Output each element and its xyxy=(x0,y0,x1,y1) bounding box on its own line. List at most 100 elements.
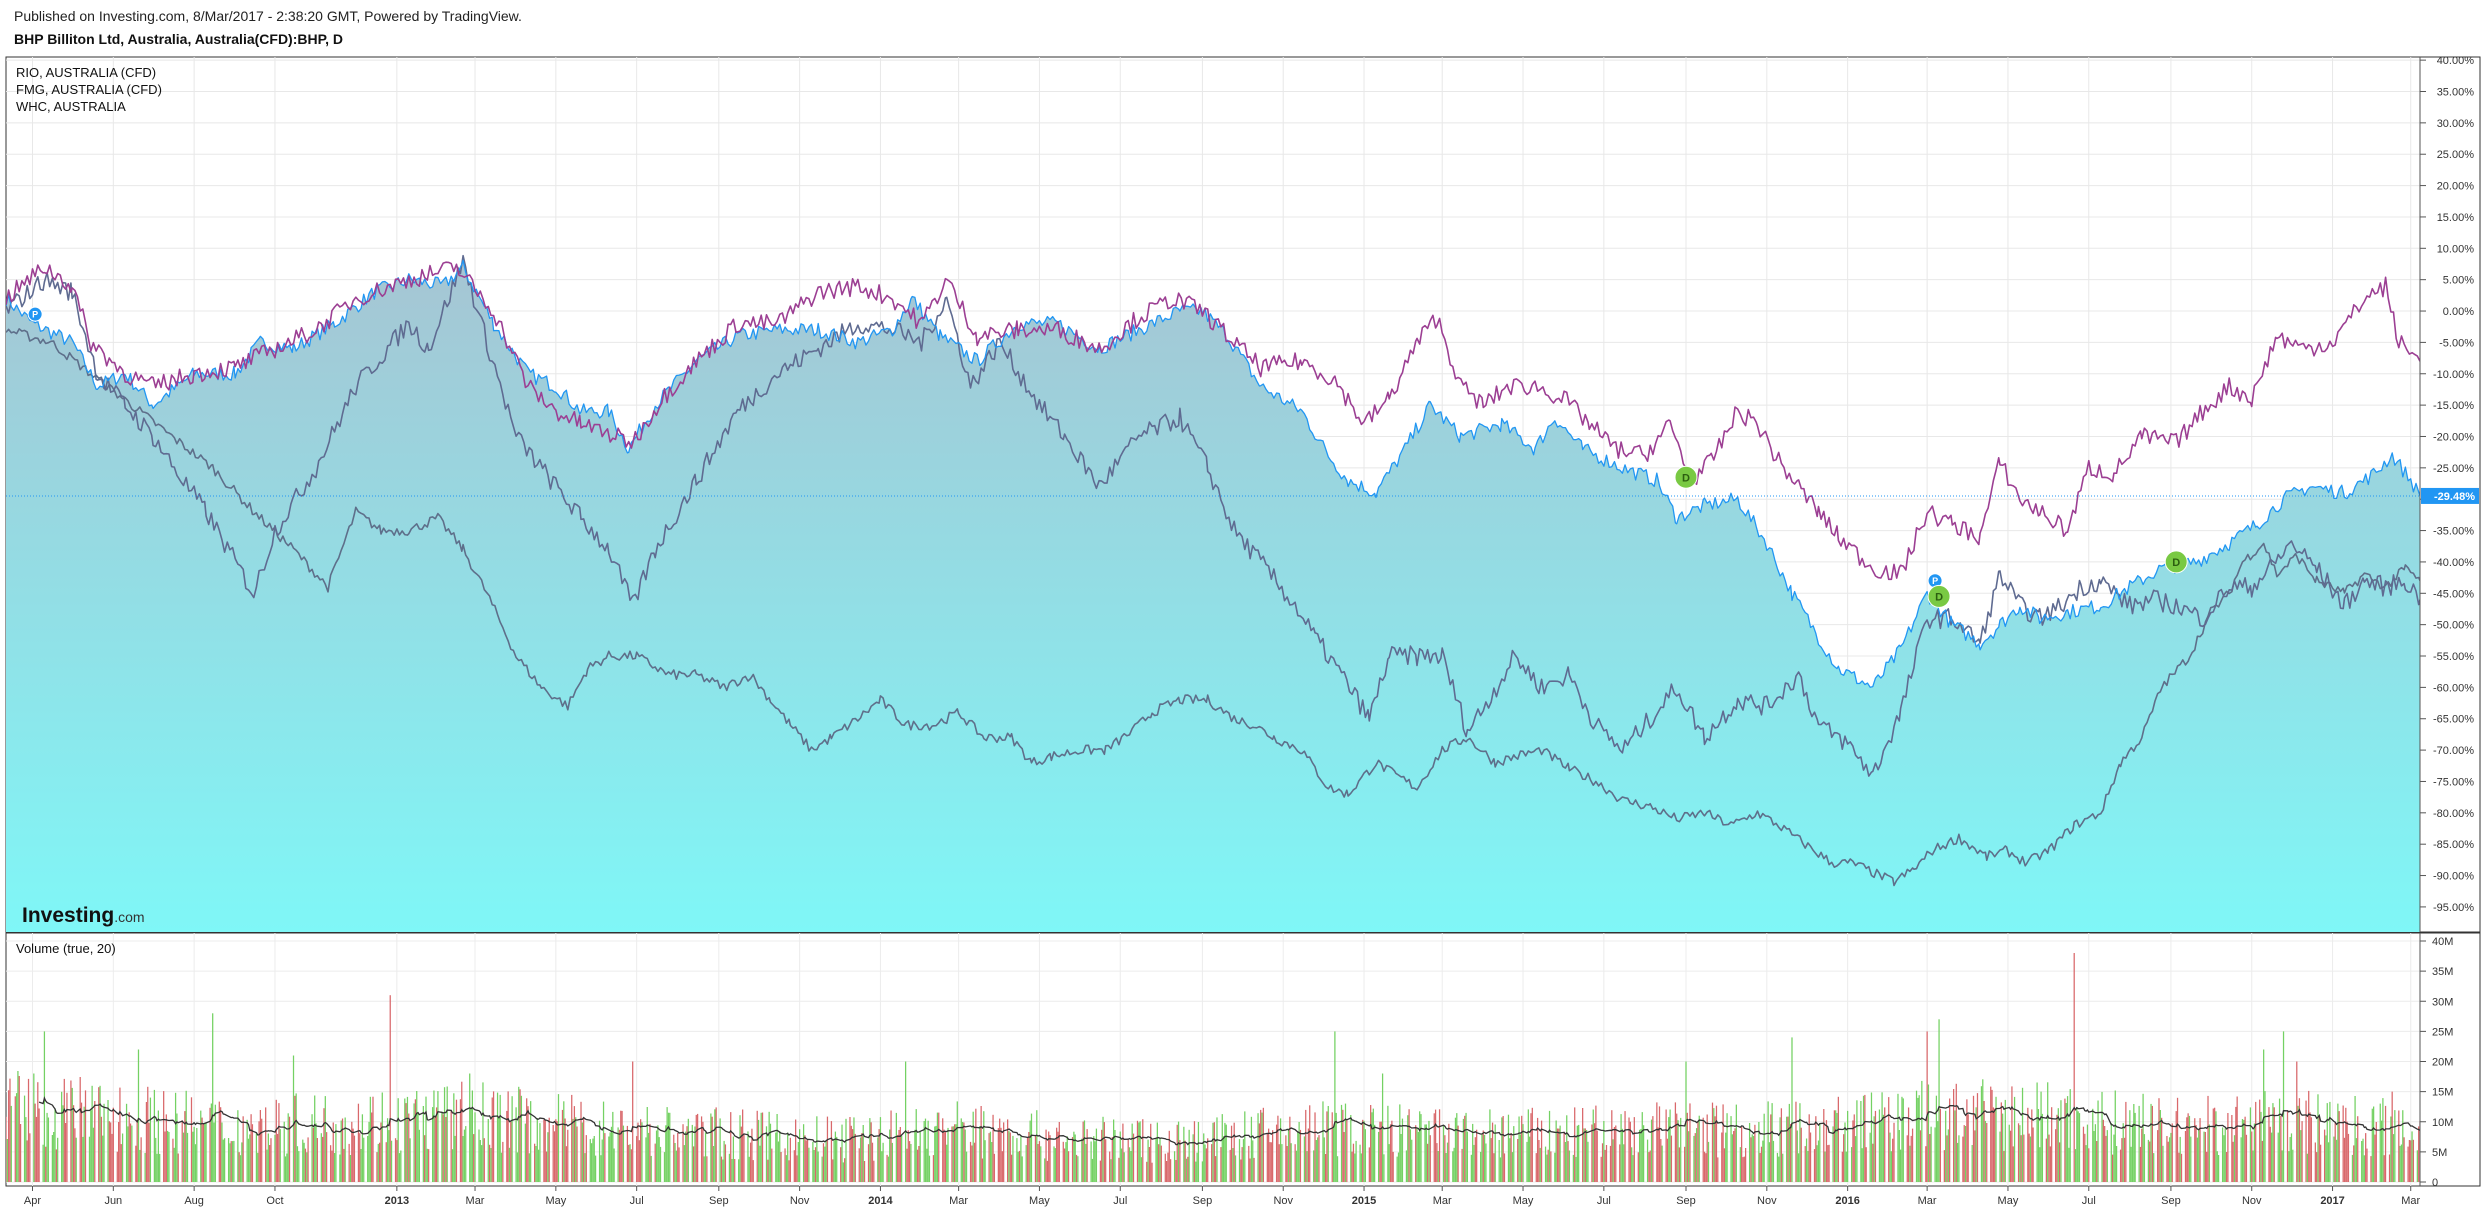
volume-bar xyxy=(490,1148,492,1182)
volume-pane[interactable]: 40M 35M 30M 25M 20M 15M 10M 5M 0 xyxy=(5,932,2481,1189)
volume-bar xyxy=(1660,1139,1662,1182)
volume-bar xyxy=(2188,1115,2191,1182)
time-axis[interactable]: Apr Jun Aug Oct 2013 Mar May Jul Sep Nov 2014 Mar Ma… xyxy=(24,1186,2421,1207)
volume-bar xyxy=(981,1158,984,1182)
bhp-area-fill xyxy=(6,260,2420,932)
volume-bar xyxy=(2240,1137,2242,1182)
volume-bar xyxy=(1156,1122,1158,1182)
volume-bar xyxy=(1807,1150,1809,1182)
volume-bar xyxy=(1344,1103,1347,1182)
volume-bar xyxy=(686,1126,688,1182)
volume-bar xyxy=(108,1121,110,1182)
price-tick-label: -70.00% xyxy=(2433,745,2474,757)
price-axis[interactable]: 40.00% 35.00% 30.00% 25.00% 20.00% 15.00% 10.0… xyxy=(6,55,2479,932)
volume-bar xyxy=(965,1151,968,1182)
volume-bar xyxy=(2343,1137,2346,1182)
volume-bar xyxy=(1351,1151,1353,1182)
volume-bar xyxy=(1873,1116,1875,1182)
volume-bar xyxy=(1207,1138,1209,1182)
volume-bar xyxy=(320,1133,322,1182)
volume-bar xyxy=(414,1099,417,1182)
volume-bar xyxy=(57,1137,59,1182)
volume-bar xyxy=(144,1152,146,1182)
volume-bar xyxy=(1713,1108,1715,1182)
volume-bar xyxy=(1114,1130,1116,1182)
volume-bar xyxy=(882,1142,884,1182)
volume-bar xyxy=(961,1122,964,1182)
last-value-label: -29.48% xyxy=(2434,491,2475,503)
volume-bar xyxy=(155,1137,157,1182)
volume-bar xyxy=(1481,1134,1483,1182)
volume-bar xyxy=(394,1138,397,1182)
volume-bar xyxy=(1629,1121,1631,1182)
volume-bar xyxy=(899,1127,901,1182)
price-tick-label: -95.00% xyxy=(2433,902,2474,914)
volume-bar xyxy=(442,1114,444,1182)
legend-rio[interactable]: RIO, AUSTRALIA (CFD) xyxy=(16,65,157,80)
volume-bar xyxy=(731,1159,733,1182)
volume-bar xyxy=(398,1153,401,1182)
volume-bar xyxy=(1461,1148,1463,1182)
volume-bar xyxy=(1535,1153,1537,1182)
volume-bar xyxy=(645,1137,647,1182)
price-tick-label: -35.00% xyxy=(2433,526,2474,538)
volume-bar xyxy=(1446,1142,1449,1182)
volume-bar xyxy=(932,1155,935,1182)
volume-bar xyxy=(2076,1107,2078,1182)
volume-bar xyxy=(1526,1141,1528,1182)
volume-bar xyxy=(1796,1130,1798,1182)
volume-bar xyxy=(1056,1127,1058,1182)
volume-bar xyxy=(55,1149,57,1182)
volume-bar xyxy=(1559,1125,1561,1182)
volume-bar xyxy=(784,1148,786,1182)
volume-bar xyxy=(1776,1152,1779,1182)
volume-bar xyxy=(400,1150,402,1182)
volume-bar xyxy=(323,1108,325,1182)
time-tick-label: 2013 xyxy=(385,1195,409,1207)
volume-bar xyxy=(2031,1109,2033,1182)
volume-bar xyxy=(1192,1134,1194,1182)
price-pane[interactable]: 40.00% 35.00% 30.00% 25.00% 20.00% 15.00% 10.0… xyxy=(5,55,2481,933)
volume-bar xyxy=(861,1133,863,1182)
volume-bar xyxy=(992,1114,994,1182)
volume-bar xyxy=(799,1129,801,1182)
volume-bar xyxy=(112,1107,114,1182)
volume-bar xyxy=(1038,1141,1041,1182)
volume-bar xyxy=(367,1136,369,1182)
volume-bar xyxy=(2186,1117,2188,1182)
volume-bar xyxy=(1668,1117,1670,1182)
volume-bar xyxy=(1833,1110,1836,1182)
volume-bar xyxy=(543,1119,545,1182)
volume-bar xyxy=(1721,1132,1723,1182)
volume-bar xyxy=(360,1149,362,1182)
volume-bar xyxy=(1680,1117,1682,1182)
volume-bar xyxy=(1623,1144,1625,1182)
volume-bar xyxy=(2060,1100,2062,1182)
volume-bar xyxy=(2142,1093,2144,1182)
volume-bar xyxy=(1122,1123,1124,1182)
volume-bar xyxy=(1586,1130,1588,1182)
volume-bar xyxy=(666,1107,668,1182)
volume-bar xyxy=(1652,1116,1654,1182)
volume-bar xyxy=(499,1094,501,1182)
volume-bar xyxy=(677,1133,679,1182)
volume-bar xyxy=(1521,1115,1523,1182)
volume-bar xyxy=(1517,1139,1519,1182)
volume-bar xyxy=(2085,1145,2087,1182)
volume-bar xyxy=(2139,1146,2142,1182)
volume-bar xyxy=(1670,1135,1673,1182)
volume-bar xyxy=(1612,1139,1614,1182)
volume-bar xyxy=(1030,1113,1033,1182)
volume-bar xyxy=(1127,1138,1129,1182)
volume-bar xyxy=(1396,1156,1398,1182)
volume-axis[interactable]: 40M 35M 30M 25M 20M 15M 10M 5M 0 xyxy=(2419,933,2453,1189)
legend-fmg[interactable]: FMG, AUSTRALIA (CFD) xyxy=(16,82,162,97)
volume-bar xyxy=(553,1131,556,1182)
volume-bar xyxy=(1967,1114,1969,1182)
legend-whc[interactable]: WHC, AUSTRALIA xyxy=(16,99,126,114)
volume-bar xyxy=(129,1123,132,1182)
volume-bar xyxy=(1739,1147,1741,1182)
volume-bar xyxy=(544,1120,546,1182)
volume-bar xyxy=(2212,1108,2214,1182)
